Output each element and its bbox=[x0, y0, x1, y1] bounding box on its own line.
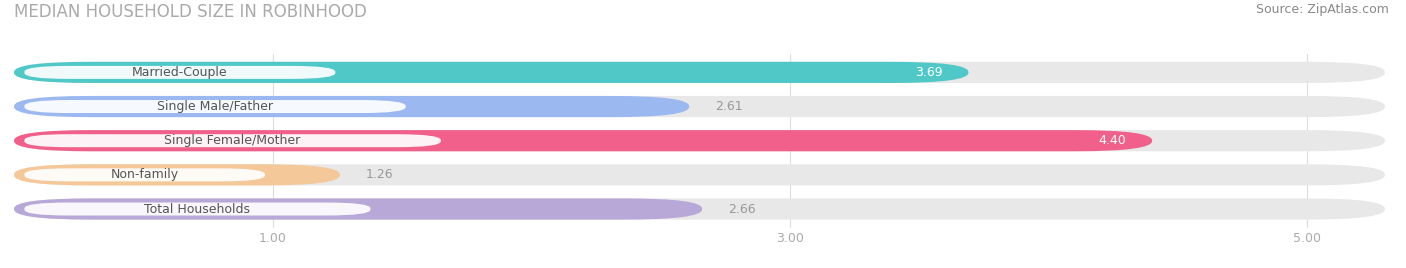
Text: Single Female/Mother: Single Female/Mother bbox=[165, 134, 301, 147]
Text: Total Households: Total Households bbox=[145, 203, 250, 215]
FancyBboxPatch shape bbox=[14, 62, 969, 83]
FancyBboxPatch shape bbox=[14, 130, 1152, 151]
FancyBboxPatch shape bbox=[24, 203, 371, 215]
FancyBboxPatch shape bbox=[14, 96, 689, 117]
FancyBboxPatch shape bbox=[24, 100, 406, 113]
Text: Source: ZipAtlas.com: Source: ZipAtlas.com bbox=[1256, 3, 1389, 16]
Text: 1.26: 1.26 bbox=[366, 168, 394, 181]
FancyBboxPatch shape bbox=[14, 198, 702, 219]
Text: Single Male/Father: Single Male/Father bbox=[157, 100, 273, 113]
Text: Non-family: Non-family bbox=[111, 168, 179, 181]
Text: Married-Couple: Married-Couple bbox=[132, 66, 228, 79]
FancyBboxPatch shape bbox=[14, 62, 1385, 83]
Text: 2.66: 2.66 bbox=[728, 203, 755, 215]
FancyBboxPatch shape bbox=[14, 164, 1385, 185]
FancyBboxPatch shape bbox=[24, 66, 335, 79]
Text: 4.40: 4.40 bbox=[1098, 134, 1126, 147]
Text: MEDIAN HOUSEHOLD SIZE IN ROBINHOOD: MEDIAN HOUSEHOLD SIZE IN ROBINHOOD bbox=[14, 3, 367, 21]
FancyBboxPatch shape bbox=[24, 134, 441, 147]
FancyBboxPatch shape bbox=[14, 198, 1385, 219]
Text: 3.69: 3.69 bbox=[915, 66, 942, 79]
FancyBboxPatch shape bbox=[24, 168, 264, 181]
Text: 2.61: 2.61 bbox=[716, 100, 742, 113]
FancyBboxPatch shape bbox=[14, 96, 1385, 117]
FancyBboxPatch shape bbox=[14, 164, 340, 185]
FancyBboxPatch shape bbox=[14, 130, 1385, 151]
